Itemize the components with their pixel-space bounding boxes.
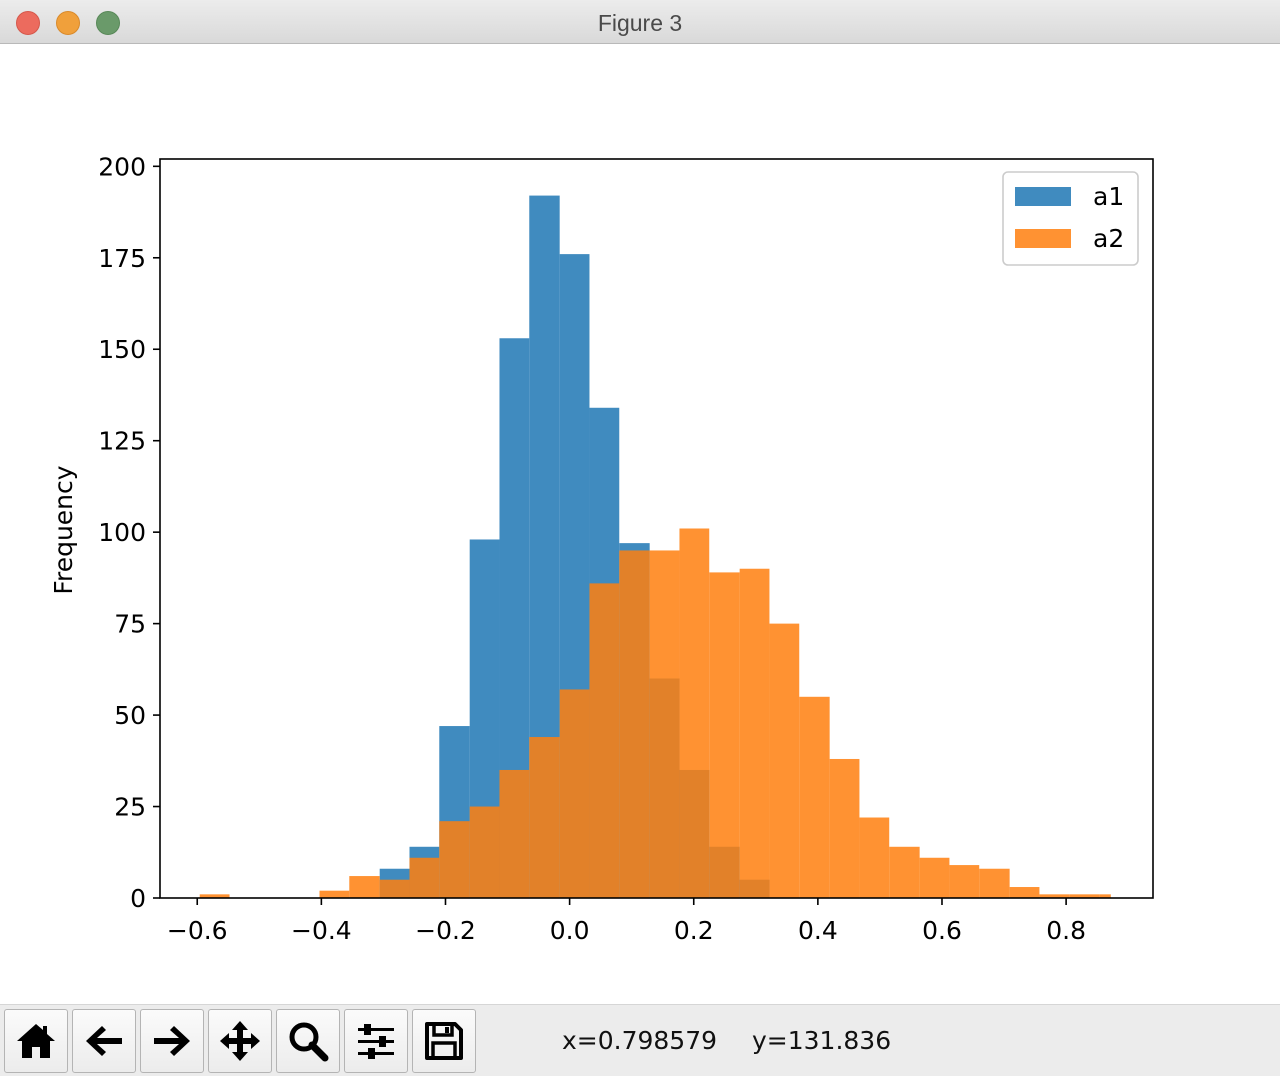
bar-a2-20 xyxy=(889,846,920,898)
y-tick-label-2: 50 xyxy=(114,701,146,730)
bar-a2-25 xyxy=(1039,894,1070,898)
bar-a2-21 xyxy=(919,857,950,898)
y-axis-label: Frequency xyxy=(49,465,78,594)
y-tick-label-0: 0 xyxy=(130,884,146,913)
y-tick-label-6: 150 xyxy=(98,335,146,364)
zoom-magnifier-icon xyxy=(289,1022,329,1062)
home-button[interactable] xyxy=(4,1009,68,1073)
legend-label-a1: a1 xyxy=(1093,182,1124,211)
bar-a2-17 xyxy=(799,696,830,898)
y-tick-label-8: 200 xyxy=(98,152,146,181)
bar-a2-14 xyxy=(709,572,740,898)
bar-a2-26 xyxy=(1069,894,1100,898)
bar-a2-5 xyxy=(439,821,470,898)
pan-button[interactable] xyxy=(208,1009,272,1073)
legend-label-a2: a2 xyxy=(1093,224,1124,253)
x-tick-label-7: 0.8 xyxy=(1046,916,1086,945)
histogram-chart: 0 25 50 75 100 125 150 175 200 −0.6 −0.4 −0.2 0.0 0.… xyxy=(49,152,1154,945)
bar-a2-13 xyxy=(679,528,710,898)
minimize-window-button[interactable] xyxy=(56,11,80,35)
bars-layer xyxy=(199,195,1111,898)
forward-arrow-icon xyxy=(154,1026,190,1056)
y-tick-label-3: 75 xyxy=(114,610,146,639)
cursor-x-readout: x=0.798579 xyxy=(562,1026,718,1055)
x-tick-label-0: −0.6 xyxy=(167,916,228,945)
axes-frame xyxy=(159,158,1154,899)
home-icon xyxy=(17,1024,55,1058)
x-tick-label-2: −0.2 xyxy=(415,916,476,945)
bar-a2-11 xyxy=(619,550,650,898)
forward-button[interactable] xyxy=(140,1009,204,1073)
y-axis-ticks: 0 25 50 75 100 125 150 175 200 xyxy=(98,152,160,913)
bar-a2-0 xyxy=(199,894,230,898)
bar-a2-12 xyxy=(649,550,680,898)
legend-swatch-a1 xyxy=(1015,187,1071,206)
x-tick-label-3: 0.0 xyxy=(550,916,590,945)
bar-a2-10 xyxy=(589,583,620,898)
back-arrow-icon xyxy=(86,1026,122,1056)
window-title: Figure 3 xyxy=(597,10,683,36)
cursor-y-readout: y=131.836 xyxy=(752,1026,892,1055)
pan-move-icon xyxy=(220,1021,260,1061)
bar-a2-6 xyxy=(469,806,500,898)
y-tick-label-4: 100 xyxy=(98,518,146,547)
back-button[interactable] xyxy=(72,1009,136,1073)
bar-a2-3 xyxy=(379,879,410,898)
x-tick-label-1: −0.4 xyxy=(291,916,352,945)
configure-subplots-icon xyxy=(358,1024,394,1059)
bar-a2-4 xyxy=(409,857,440,898)
bar-a2-18 xyxy=(829,758,860,898)
bar-a2-27 xyxy=(1099,894,1111,898)
title-bar: Figure 3 xyxy=(0,0,1280,44)
close-window-button[interactable] xyxy=(16,11,40,35)
bar-a2-24 xyxy=(1009,887,1040,898)
figure-canvas[interactable]: 0 25 50 75 100 125 150 175 200 −0.6 −0.4 −0.2 0.0 0.… xyxy=(0,44,1280,1004)
bar-a2-7 xyxy=(499,769,530,898)
configure-subplots-button[interactable] xyxy=(344,1009,408,1073)
bar-a2-16 xyxy=(769,623,800,898)
x-axis-ticks: −0.6 −0.4 −0.2 0.0 0.2 0.4 0.6 0.8 xyxy=(167,898,1086,945)
zoom-window-button[interactable] xyxy=(96,11,120,35)
y-tick-label-1: 25 xyxy=(114,793,146,822)
save-floppy-icon xyxy=(425,1022,463,1060)
bar-a2-2 xyxy=(349,876,380,898)
bar-a2-9 xyxy=(559,689,590,898)
save-button[interactable] xyxy=(412,1009,476,1073)
legend-swatch-a2 xyxy=(1015,229,1071,248)
bar-a2-19 xyxy=(859,817,890,898)
bar-a2-1 xyxy=(319,890,350,898)
zoom-button[interactable] xyxy=(276,1009,340,1073)
bar-a2-8 xyxy=(529,737,560,898)
x-tick-label-4: 0.2 xyxy=(674,916,714,945)
x-tick-label-6: 0.6 xyxy=(922,916,962,945)
bar-a2-22 xyxy=(949,865,980,898)
bar-a2-15 xyxy=(739,568,770,898)
bar-a2-23 xyxy=(979,868,1010,898)
x-tick-label-5: 0.4 xyxy=(798,916,838,945)
navigation-toolbar xyxy=(0,1004,1280,1076)
y-tick-label-5: 125 xyxy=(98,427,146,456)
y-tick-label-7: 175 xyxy=(98,244,146,273)
